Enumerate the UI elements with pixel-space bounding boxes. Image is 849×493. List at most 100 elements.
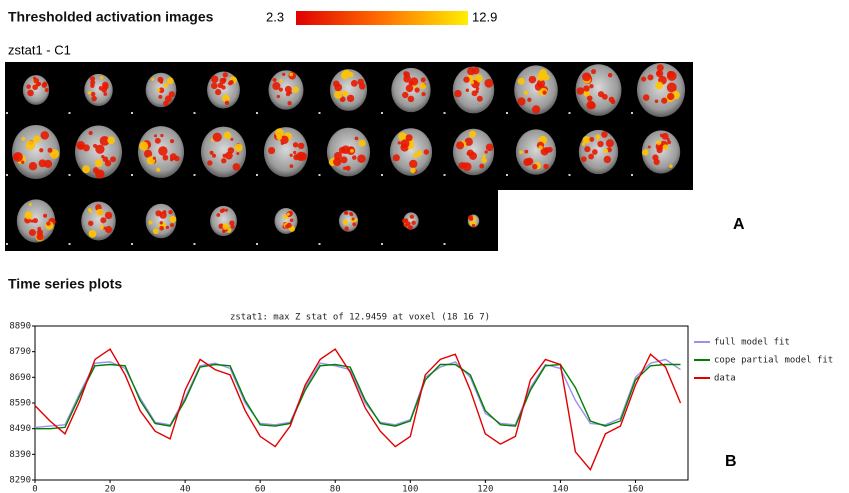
activation-blob	[456, 141, 464, 149]
activation-blob	[611, 99, 616, 104]
slice-marker	[131, 112, 133, 114]
slice-marker	[194, 243, 196, 245]
activation-blob	[39, 148, 43, 152]
activation-blob	[527, 98, 531, 102]
activation-blob	[13, 154, 19, 160]
activation-blob	[417, 150, 423, 156]
activation-blob	[33, 77, 36, 80]
activation-blob	[524, 91, 529, 96]
activation-blob	[230, 138, 233, 141]
activation-blob	[347, 95, 354, 102]
colorbar	[296, 11, 468, 25]
activation-blob	[170, 139, 174, 143]
activation-blob	[477, 96, 483, 102]
activation-blob	[287, 101, 291, 105]
slice-marker	[444, 174, 446, 176]
x-tick-label: 80	[330, 485, 341, 493]
activation-blob	[168, 210, 172, 214]
x-tick-label: 60	[255, 485, 266, 493]
activation-blob	[334, 152, 342, 160]
activation-blob	[586, 101, 595, 110]
activation-blob	[537, 73, 545, 81]
activation-blob	[398, 141, 401, 144]
activation-blob	[155, 210, 161, 216]
activation-blob	[148, 220, 152, 224]
slice-marker	[131, 243, 133, 245]
activation-blob	[43, 81, 47, 85]
activation-blob	[160, 134, 163, 137]
activation-blob	[601, 131, 607, 137]
activation-blob	[100, 217, 106, 223]
slice-marker	[381, 174, 383, 176]
activation-blob	[518, 78, 525, 85]
activation-blob	[139, 141, 148, 150]
activation-blob	[231, 225, 235, 229]
activation-blob	[21, 161, 24, 164]
activation-blob	[215, 89, 221, 95]
activation-blob	[210, 151, 214, 155]
activation-blob	[289, 73, 293, 77]
activation-blob	[667, 140, 671, 144]
activation-blob	[597, 141, 603, 147]
slice-marker	[69, 174, 71, 176]
activation-blob	[76, 141, 85, 150]
activation-blob	[224, 132, 231, 139]
activation-blob	[88, 91, 92, 95]
activation-blob	[577, 87, 585, 95]
slice-marker	[444, 243, 446, 245]
y-tick-label: 8890	[9, 322, 31, 332]
activation-blob	[157, 77, 163, 83]
activation-blob	[463, 76, 469, 82]
activation-blob	[95, 145, 104, 154]
x-tick-label: 40	[180, 485, 191, 493]
slice-marker	[131, 174, 133, 176]
activation-blob	[656, 140, 661, 145]
activation-blob	[167, 77, 174, 84]
activation-blob	[216, 213, 220, 217]
activation-blob	[414, 87, 419, 92]
activation-blob	[290, 164, 294, 168]
activation-blob	[669, 164, 673, 168]
stat-label: zstat1 - C1	[8, 42, 71, 57]
activation-blob	[526, 158, 534, 166]
y-tick-label: 8790	[9, 347, 31, 357]
x-tick-label: 120	[477, 485, 493, 493]
slice-marker	[381, 243, 383, 245]
activation-blob	[589, 84, 593, 88]
activation-blob	[663, 144, 669, 150]
activation-blob	[107, 136, 115, 144]
activation-blob	[420, 83, 426, 89]
legend-label: data	[714, 374, 736, 384]
activation-blob	[404, 223, 408, 227]
activation-blob	[153, 157, 156, 160]
activation-blob	[402, 218, 407, 223]
activation-blob	[159, 226, 164, 231]
activation-blob	[343, 219, 349, 225]
activation-blob	[662, 133, 669, 140]
chart-title: zstat1: max Z stat of 12.9459 at voxel (…	[230, 313, 490, 323]
legend-label: cope partial model fit	[714, 356, 833, 366]
activation-blob	[103, 156, 108, 161]
activation-blob	[29, 203, 32, 206]
slice-marker	[569, 112, 571, 114]
activation-blob	[207, 160, 212, 165]
activation-blob	[588, 154, 594, 160]
activation-blob	[334, 91, 342, 99]
activation-blob	[344, 211, 348, 215]
activation-blob	[532, 105, 540, 113]
activation-blob	[286, 92, 290, 96]
activation-blob	[95, 169, 104, 178]
activation-blob	[160, 221, 163, 224]
activation-blob	[236, 152, 239, 155]
activation-blob	[667, 93, 674, 100]
activation-blob	[82, 165, 90, 173]
slice-marker	[256, 112, 258, 114]
activation-blob	[648, 145, 651, 148]
activation-blob	[221, 158, 226, 163]
activation-blob	[595, 134, 600, 139]
colorbar-max: 12.9	[472, 9, 497, 24]
activation-blob	[657, 64, 664, 71]
slice-marker	[319, 112, 321, 114]
activation-blob	[225, 101, 229, 105]
activation-blob	[469, 131, 476, 138]
